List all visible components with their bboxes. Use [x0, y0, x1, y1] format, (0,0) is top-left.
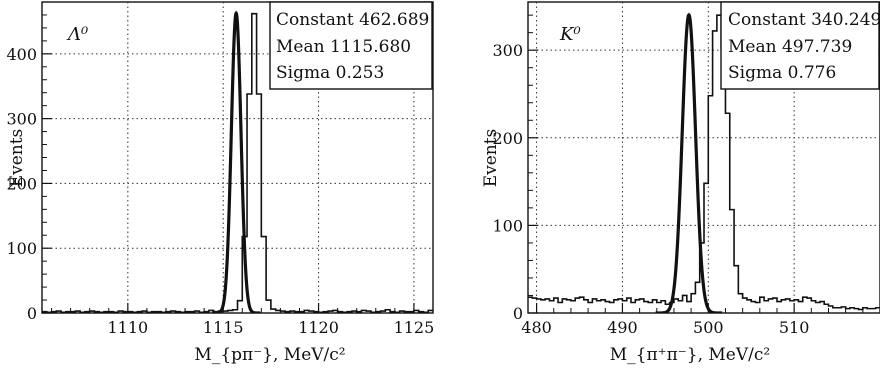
x-tick-label: 1125 — [394, 318, 435, 337]
y-tick-label: 300 — [492, 41, 523, 60]
panel-label-lambda: Λ⁰ — [66, 24, 88, 45]
y-tick-label: 200 — [492, 129, 523, 148]
minor-ticks — [528, 14, 864, 313]
stats-sigma: Sigma 0.253 — [276, 63, 384, 83]
lambda-panel: 1110 1115 1120 1125 0 100 200 300 400 Λ⁰ Consta… — [6, 1, 434, 365]
x-axis-label: M_{π⁺π⁻}, MeV/c² — [610, 345, 770, 365]
stats-box: Constant 462.689 Mean 1115.680 Sigma 0.2… — [269, 1, 433, 90]
y-tick-label: 100 — [492, 216, 523, 235]
y-axis-label: Events — [481, 129, 501, 188]
kaon-panel: 480 490 500 510 0 100 200 300 K⁰ Constant 340.… — [481, 1, 880, 365]
minor-ticks — [42, 1, 434, 313]
stats-mean: Mean 1115.680 — [276, 37, 411, 57]
lambda-histogram — [42, 12, 433, 313]
stats-box: Constant 340.249 Mean 497.739 Sigma 0.77… — [720, 1, 880, 90]
stats-mean: Mean 497.739 — [728, 37, 852, 57]
panel-label-kaon: K⁰ — [559, 24, 581, 45]
x-axis-ticks: 1110 1115 1120 1125 — [107, 303, 434, 337]
y-tick-label: 100 — [6, 239, 37, 258]
stats-sigma: Sigma 0.776 — [728, 63, 836, 83]
x-tick-label: 1120 — [298, 318, 339, 337]
x-axis-ticks: 480 490 500 510 — [521, 303, 809, 337]
y-axis-ticks: 0 100 200 300 — [492, 41, 538, 323]
stats-constant: Constant 340.249 — [728, 10, 880, 30]
x-tick-label: 500 — [693, 318, 724, 337]
y-axis-ticks: 0 100 200 300 400 — [6, 45, 52, 323]
y-axis-label: Events — [7, 129, 27, 188]
stats-constant: Constant 462.689 — [276, 10, 429, 30]
y-tick-label: 0 — [27, 304, 37, 323]
x-axis-label: M_{pπ⁻}, MeV/c² — [194, 345, 345, 365]
y-tick-label: 400 — [6, 45, 37, 64]
kaon-histogram — [528, 14, 880, 311]
x-tick-label: 1115 — [203, 318, 244, 337]
x-tick-label: 1110 — [107, 318, 148, 337]
x-tick-label: 480 — [521, 318, 552, 337]
y-tick-label: 300 — [6, 110, 37, 129]
x-tick-label: 490 — [607, 318, 638, 337]
kaon-gaussian-fit — [655, 12, 723, 313]
lambda-gaussian-fit — [212, 10, 261, 313]
y-tick-label: 0 — [513, 304, 523, 323]
x-tick-label: 510 — [779, 318, 810, 337]
y-tick-label: 200 — [6, 174, 37, 193]
